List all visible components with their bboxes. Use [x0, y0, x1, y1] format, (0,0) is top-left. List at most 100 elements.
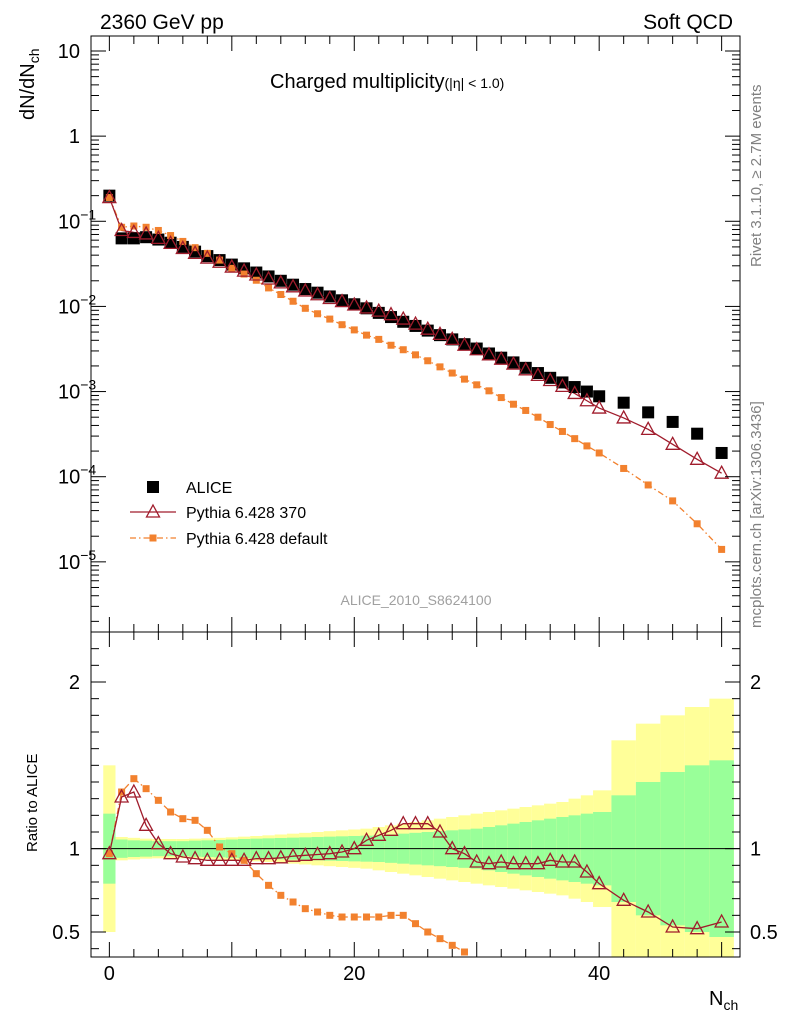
pythia-default-point [228, 264, 236, 272]
pythia-370-point [383, 306, 399, 321]
pythia-370-point [395, 310, 411, 325]
alice-point [458, 338, 471, 351]
ratio-point-pythia-370 [530, 855, 546, 870]
ratio-point-pythia-370 [554, 853, 571, 868]
alice-point [617, 396, 630, 409]
pythia-default-point [240, 270, 248, 278]
alice-point [127, 232, 140, 245]
ratio-point-pythia-370 [714, 913, 730, 928]
pythia-default-point [497, 394, 505, 402]
pythia-default-point [338, 321, 346, 329]
alice-point [519, 361, 532, 374]
ratio-point-pythia-370 [334, 843, 350, 858]
upper-title-main: Charged multiplicity [270, 71, 445, 93]
lower-x-axis-label-main: N [709, 988, 723, 1010]
pythia-370-point [689, 450, 705, 465]
ratio-point-pythia-370 [420, 815, 436, 830]
pythia-default-point [522, 406, 530, 414]
ratio-point-pythia-default [399, 911, 407, 919]
ratio-point-pythia-370 [358, 831, 375, 846]
ratio-point-pythia-default [387, 911, 395, 919]
alice-point [544, 371, 557, 384]
ratio-point-pythia-370 [285, 847, 301, 862]
ratio-point-pythia-370 [346, 840, 362, 855]
pythia-default-point [265, 284, 273, 292]
upper-y-tick-label-exp: −3 [80, 377, 96, 393]
pythia-default-point [375, 335, 383, 343]
alice-point [323, 290, 336, 303]
alice-point [446, 333, 459, 346]
upper-y-axis-label-sub: ch [26, 49, 42, 64]
upper-y-tick-label: 10−2 [58, 291, 96, 318]
pythia-370-point [334, 293, 350, 308]
pythia-default-point [448, 369, 456, 377]
pythia-370-point [273, 274, 289, 289]
pythia-370-point [211, 253, 228, 268]
ratio-point-pythia-default [350, 913, 358, 921]
ratio-point-pythia-default [240, 856, 248, 864]
pythia-370-point [567, 385, 583, 400]
upper-title-suffix: (|η| < 1.0) [445, 75, 505, 91]
ratio-point-pythia-default [179, 815, 187, 823]
ratio-point-pythia-default [412, 920, 419, 928]
ratio-point-pythia-370 [114, 788, 130, 803]
ratio-point-pythia-default [105, 850, 113, 858]
pythia-default-point [387, 341, 395, 349]
ratio-point-pythia-370 [224, 851, 240, 866]
pythia-370-point [260, 270, 277, 285]
ratio-point-pythia-default [191, 816, 199, 824]
upper-y-tick-label: 10−1 [58, 206, 96, 233]
pythia-370-point [493, 350, 509, 365]
pythia-370-point [371, 302, 387, 317]
pythia-370-point [591, 399, 607, 414]
lower-y-tick-label-right: 0.5 [750, 922, 778, 944]
ratio-point-pythia-370 [444, 840, 460, 855]
lower-y-tick-label-right: 1 [750, 839, 761, 861]
reference-label: mcplots.cern.ch [arXiv:1306.3436] [748, 401, 765, 628]
lower-panel-marks [101, 775, 730, 956]
ratio-point-pythia-370 [665, 918, 681, 933]
alice-point [642, 406, 655, 419]
category-label: Soft QCD [643, 11, 733, 34]
pythia-default-point [350, 326, 358, 334]
ratio-point-pythia-default [118, 788, 126, 796]
ratio-point-pythia-370 [138, 816, 154, 831]
pythia-default-point [277, 291, 285, 299]
alice-point [348, 298, 361, 311]
pythia-default-point [620, 464, 628, 472]
alice-point [397, 315, 410, 328]
rivet-version-label: Rivet 3.1.10, ≥ 2.7M events [748, 85, 765, 268]
ratio-point-pythia-default [130, 775, 138, 783]
upper-y-tick-label-base: 10 [58, 296, 80, 318]
pythia-370-point [530, 366, 546, 382]
pythia-default-point [118, 223, 126, 231]
ratio-point-pythia-default [277, 891, 285, 899]
legend-label-pythia-370: Pythia 6.428 370 [186, 505, 306, 522]
pythia-370-point [665, 435, 681, 450]
alice-point [311, 286, 324, 299]
ratio-point-pythia-default [142, 785, 150, 793]
pythia-default-point [363, 331, 371, 339]
upper-y-tick-label: 10−5 [58, 547, 96, 574]
alice-point [140, 231, 153, 244]
upper-y-tick-label: 10−4 [58, 462, 96, 489]
alice-point [385, 311, 398, 324]
pythia-370-point [224, 258, 240, 273]
alice-point [274, 274, 287, 287]
alice-point [115, 232, 128, 245]
pythia-370-point [554, 378, 571, 393]
ratio-point-pythia-370 [322, 845, 338, 860]
alice-point [495, 351, 508, 364]
pythia-default-point [644, 481, 652, 489]
pythia-370-point [518, 361, 534, 376]
ratio-point-pythia-370 [518, 855, 534, 870]
pythia-370-point [542, 372, 558, 387]
pythia-370-point [138, 225, 154, 240]
pythia-default-point [583, 442, 591, 450]
pythia-default-point [326, 315, 334, 323]
alice-point [691, 427, 704, 440]
pythia-370-point [187, 244, 203, 260]
ratio-point-pythia-370 [187, 850, 203, 865]
